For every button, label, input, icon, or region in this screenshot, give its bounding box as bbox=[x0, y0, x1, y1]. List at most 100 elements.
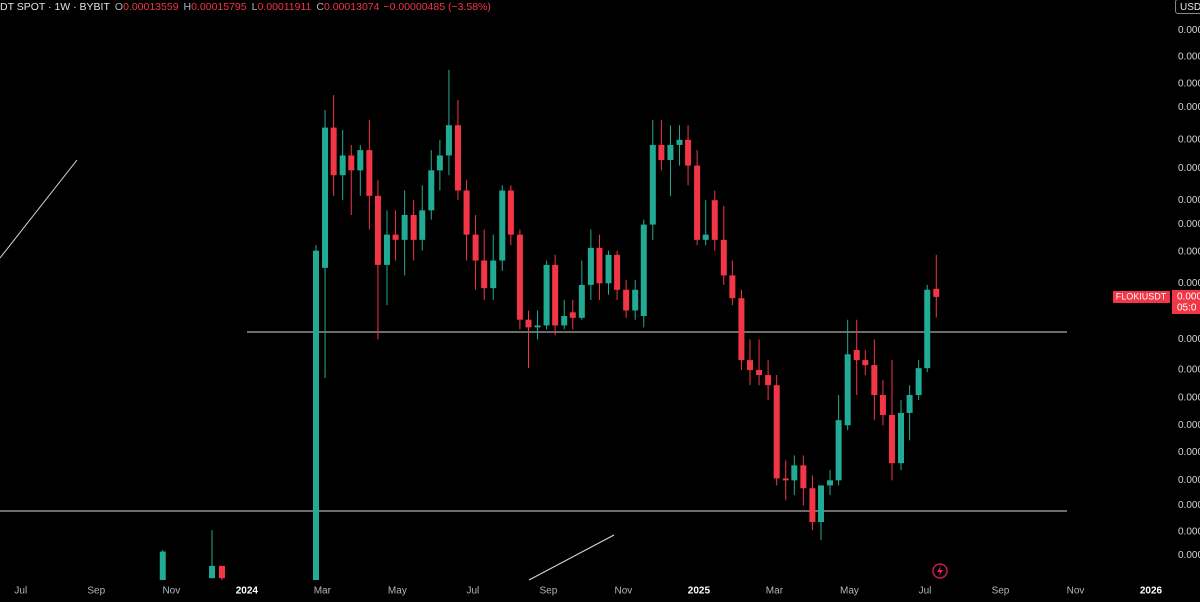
candle-body bbox=[445, 125, 452, 156]
candle-body bbox=[374, 195, 381, 265]
candle-body bbox=[507, 190, 514, 235]
high-value: 0.00015795 bbox=[191, 1, 247, 13]
candle-body bbox=[614, 254, 621, 290]
candle-body bbox=[809, 488, 816, 523]
candle-body bbox=[428, 170, 435, 211]
y-tick-label: 0.000 bbox=[1178, 219, 1200, 230]
x-tick-label: Nov bbox=[615, 586, 633, 597]
candle-body bbox=[330, 127, 337, 176]
symbol: DT SPOT · 1W · BYBIT bbox=[0, 1, 110, 13]
low-value: 0.00011911 bbox=[257, 1, 312, 13]
candle-body bbox=[658, 144, 665, 161]
y-tick-label: 0.000 bbox=[1178, 163, 1200, 174]
candle-body bbox=[357, 150, 364, 171]
currency-button[interactable]: USD bbox=[1175, 0, 1200, 14]
x-year-label: 2025 bbox=[688, 586, 711, 597]
candle-body bbox=[906, 395, 913, 413]
candle-body bbox=[738, 298, 745, 361]
x-tick-label: Jul bbox=[14, 586, 27, 597]
x-tick-label: Jul bbox=[919, 586, 932, 597]
candle-body bbox=[534, 325, 541, 328]
countdown: 05:0 bbox=[1177, 303, 1197, 314]
candle-body bbox=[339, 155, 346, 176]
trend-line bbox=[528, 534, 615, 581]
icon-bolt bbox=[937, 566, 943, 576]
flash-icon[interactable] bbox=[932, 563, 948, 579]
candle-body bbox=[561, 315, 568, 326]
candle-body bbox=[782, 478, 789, 481]
candle-body bbox=[888, 414, 895, 464]
y-tick-label: 0.000 bbox=[1178, 500, 1200, 511]
candle-body bbox=[640, 224, 647, 316]
candle-body bbox=[915, 368, 922, 396]
y-tick-label: 0.000 bbox=[1178, 25, 1200, 36]
candle-body bbox=[756, 370, 763, 376]
candle-body bbox=[835, 420, 842, 481]
candle-body bbox=[543, 264, 550, 326]
open-value: 0.00013559 bbox=[123, 1, 179, 13]
low-label: L bbox=[251, 1, 258, 13]
candle-body bbox=[481, 260, 488, 289]
candle-body bbox=[392, 234, 399, 240]
x-tick-label: Mar bbox=[314, 586, 332, 597]
change: −0.00000485 (−3.58%) bbox=[383, 1, 491, 13]
candle-body bbox=[773, 385, 780, 479]
candle-body bbox=[711, 200, 718, 240]
candle-body bbox=[871, 365, 878, 396]
candle-body bbox=[853, 349, 860, 361]
trend-line bbox=[0, 159, 78, 259]
y-tick-label: 0.000 bbox=[1178, 78, 1200, 89]
candle-body bbox=[596, 247, 603, 284]
y-tick-label: 0.000 bbox=[1178, 447, 1200, 458]
candle-body bbox=[578, 284, 585, 318]
y-tick-label: 0.000 bbox=[1178, 134, 1200, 145]
candle-body bbox=[410, 214, 417, 240]
open-label: O bbox=[114, 1, 124, 13]
x-tick-label: Jul bbox=[466, 586, 479, 597]
x-tick-label: Sep bbox=[992, 586, 1010, 597]
candle-body bbox=[419, 210, 426, 240]
candle-body bbox=[676, 139, 683, 145]
candle-body bbox=[472, 234, 479, 261]
candle-body bbox=[702, 234, 709, 240]
candle-body bbox=[623, 289, 630, 311]
candle-body bbox=[817, 485, 824, 523]
candle-body bbox=[218, 565, 225, 579]
candle-body bbox=[800, 465, 807, 489]
y-tick-label: 0.000 bbox=[1178, 247, 1200, 258]
x-year-label: 2026 bbox=[1140, 586, 1163, 597]
candle-body bbox=[765, 375, 772, 386]
candle-body bbox=[879, 395, 886, 415]
x-year-label: 2024 bbox=[236, 586, 259, 597]
price-tag-bg bbox=[1172, 290, 1200, 314]
candle-body bbox=[313, 250, 320, 580]
candle-body bbox=[348, 155, 355, 171]
x-tick-label: Sep bbox=[539, 586, 557, 597]
x-tick-label: Nov bbox=[162, 586, 180, 597]
candle-body bbox=[322, 127, 329, 268]
y-tick-label: 0.000 bbox=[1178, 475, 1200, 486]
candle-body bbox=[791, 465, 798, 481]
y-tick-label: 0.000 bbox=[1178, 527, 1200, 538]
candle-body bbox=[552, 264, 559, 326]
candle-body bbox=[933, 288, 940, 297]
candle-body bbox=[569, 312, 576, 318]
candle-body bbox=[383, 234, 390, 265]
price-tag: 0.000 bbox=[1177, 292, 1200, 303]
candle-body bbox=[924, 289, 931, 369]
candle-body bbox=[649, 144, 656, 225]
x-tick-label: Nov bbox=[1067, 586, 1085, 597]
candle-body bbox=[401, 214, 408, 240]
y-tick-label: 0.000 bbox=[1178, 550, 1200, 561]
candle-body bbox=[209, 565, 216, 579]
candle-body bbox=[729, 275, 736, 299]
y-tick-label: 0.000 bbox=[1178, 51, 1200, 62]
x-tick-label: May bbox=[840, 586, 859, 597]
candle-body bbox=[747, 360, 754, 371]
close-value: 0.00013074 bbox=[323, 1, 380, 13]
candle-body bbox=[366, 150, 373, 196]
y-tick-label: 0.000 bbox=[1178, 334, 1200, 345]
candle-body bbox=[685, 139, 692, 166]
